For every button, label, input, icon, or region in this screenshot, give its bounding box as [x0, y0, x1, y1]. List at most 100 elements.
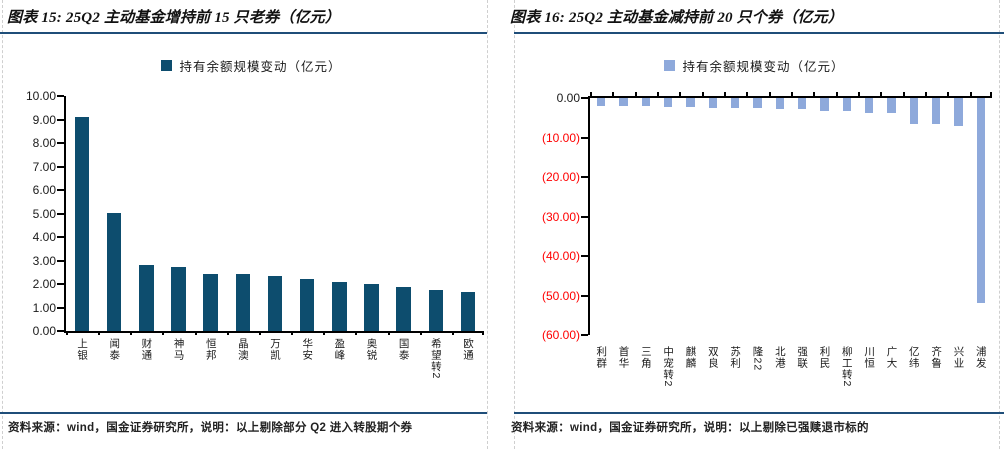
x-axis-label: 国泰 — [397, 338, 410, 361]
x-label-slot: 利群 — [590, 346, 612, 387]
x-axis-tick — [701, 92, 704, 96]
x-label-slot: 亿纬 — [903, 346, 925, 387]
figure-15-panel: 图表 15: 25Q2 主动基金增持前 15 只老券（亿元） 持有余额规模变动（… — [0, 0, 503, 449]
x-axis-tick — [969, 92, 972, 96]
y-axis-label: (20.00) — [541, 170, 580, 184]
x-axis-label: 柳工转2 — [840, 346, 853, 388]
x-axis-tick — [612, 92, 615, 96]
bar — [730, 98, 740, 109]
x-axis-label: 晶澳 — [236, 338, 249, 361]
y-axis-label: 2.00 — [32, 277, 56, 291]
x-label-slot: 闻泰 — [98, 338, 130, 379]
x-axis-tick — [768, 92, 771, 96]
x-label-slot: 万凯 — [259, 338, 291, 379]
x-label-slot: 财通 — [130, 338, 162, 379]
bar — [596, 98, 606, 106]
y-axis-tick — [581, 136, 588, 139]
x-axis-label: 三角 — [639, 346, 652, 369]
x-label-slot: 国泰 — [388, 338, 420, 379]
legend-label: 持有余额规模变动（亿元） — [179, 60, 342, 74]
y-axis-label: 7.00 — [32, 159, 56, 174]
x-axis-tick — [226, 331, 229, 335]
legend: 持有余额规模变动（亿元） — [0, 56, 503, 75]
x-axis-label: 中宠转2 — [662, 346, 675, 388]
bar — [931, 98, 941, 125]
y-axis-label: (60.00) — [541, 328, 580, 342]
bar — [267, 275, 283, 331]
x-label-slot: 希望转2 — [420, 338, 452, 379]
x-axis-tick — [419, 331, 422, 335]
panel-left-dashed-border — [2, 0, 3, 449]
bar — [364, 283, 379, 331]
figure-15-title: 图表 15: 25Q2 主动基金增持前 15 只老券（亿元） — [7, 10, 341, 26]
x-label-slot: 北港 — [769, 346, 791, 387]
x-axis-labels: 上银 闻泰 财通 神马 恒邦 晶澳 万凯 华安 盈峰 奥锐 国泰 希望转2 欧通 — [66, 338, 484, 379]
y-axis-tick — [581, 176, 588, 178]
bar — [641, 98, 651, 107]
y-axis-label: 4.00 — [32, 230, 56, 244]
x-label-slot: 柳工转2 — [836, 346, 858, 387]
x-label-slot: 欧通 — [452, 338, 484, 379]
x-axis-tick — [451, 331, 454, 335]
x-axis-tick — [990, 92, 992, 96]
x-axis-label: 财通 — [140, 338, 153, 361]
x-axis-tick — [162, 331, 165, 335]
y-axis-tick — [57, 118, 64, 121]
x-label-slot: 强联 — [791, 346, 813, 387]
x-axis-label: 上银 — [76, 338, 89, 361]
bar — [235, 273, 251, 331]
bar — [106, 213, 122, 331]
x-axis-label: 华安 — [301, 338, 314, 361]
x-axis-tick — [657, 92, 659, 96]
x-axis-label: 北港 — [773, 346, 786, 369]
x-axis-label: 盈峰 — [333, 338, 346, 361]
legend-swatch-icon — [161, 60, 173, 71]
y-axis-label: 0.00 — [32, 324, 56, 338]
y-axis-tick — [581, 97, 588, 99]
title-divider-rule — [514, 32, 1004, 34]
panel-right-dashed-border — [999, 0, 1000, 449]
figure-16-title: 图表 16: 25Q2 主动基金减持前 20 只个券（亿元） — [510, 10, 844, 26]
y-axis-tick — [57, 330, 64, 332]
x-axis-label: 恒邦 — [204, 338, 217, 361]
x-label-slot: 华安 — [291, 338, 323, 379]
y-axis-tick — [581, 255, 588, 257]
x-axis-labels: 利群 首华 三角 中宠转2 麒麟 双良 苏利 隆22 北港 强联 利民 柳工转2 川恒 广大 亿纬 齐鲁 兴业浦… — [590, 346, 992, 387]
bar — [708, 98, 718, 108]
x-label-slot: 广大 — [880, 346, 902, 387]
y-axis-tick — [581, 294, 588, 297]
figure-16-panel: 图表 16: 25Q2 主动基金减持前 20 只个券（亿元） 持有余额规模变动（… — [503, 0, 1006, 449]
x-label-slot: 首华 — [612, 346, 634, 387]
x-axis-label: 奥锐 — [365, 338, 378, 361]
y-axis-tick — [57, 142, 64, 144]
bar — [332, 282, 347, 331]
bar — [753, 98, 762, 109]
y-axis-label: 1.00 — [32, 300, 56, 315]
y-axis-tick — [57, 95, 64, 97]
bar — [663, 98, 673, 107]
bar — [775, 98, 785, 109]
legend: 持有余额规模变动（亿元） — [503, 56, 1006, 75]
bar — [797, 98, 807, 110]
x-axis-label: 麒麟 — [684, 346, 697, 369]
y-axis-label: 6.00 — [32, 183, 56, 197]
y-axis-tick — [57, 236, 64, 238]
x-axis-label: 利民 — [818, 346, 831, 369]
y-axis-tick — [57, 306, 64, 309]
footer-divider-rule — [0, 412, 487, 414]
x-axis-tick — [746, 92, 749, 96]
x-axis-label: 欧通 — [461, 338, 474, 361]
y-axis-tick — [57, 283, 64, 285]
y-axis-label: (10.00) — [541, 130, 580, 145]
x-label-slot: 苏利 — [724, 346, 746, 387]
x-label-slot: 盈峰 — [323, 338, 355, 379]
bar — [954, 98, 963, 127]
x-axis-tick — [291, 331, 294, 335]
y-axis-tick — [57, 259, 64, 262]
bar-chart-increase: 0.00 1.00 2.00 3.00 4.00 5.00 6.00 7.00 8.00 9.00… — [26, 90, 484, 379]
y-axis-label: 8.00 — [32, 136, 56, 150]
title-divider-rule — [0, 32, 487, 34]
bar — [842, 98, 852, 112]
x-label-slot: 利民 — [813, 346, 835, 387]
y-axis-label: 5.00 — [32, 206, 56, 221]
